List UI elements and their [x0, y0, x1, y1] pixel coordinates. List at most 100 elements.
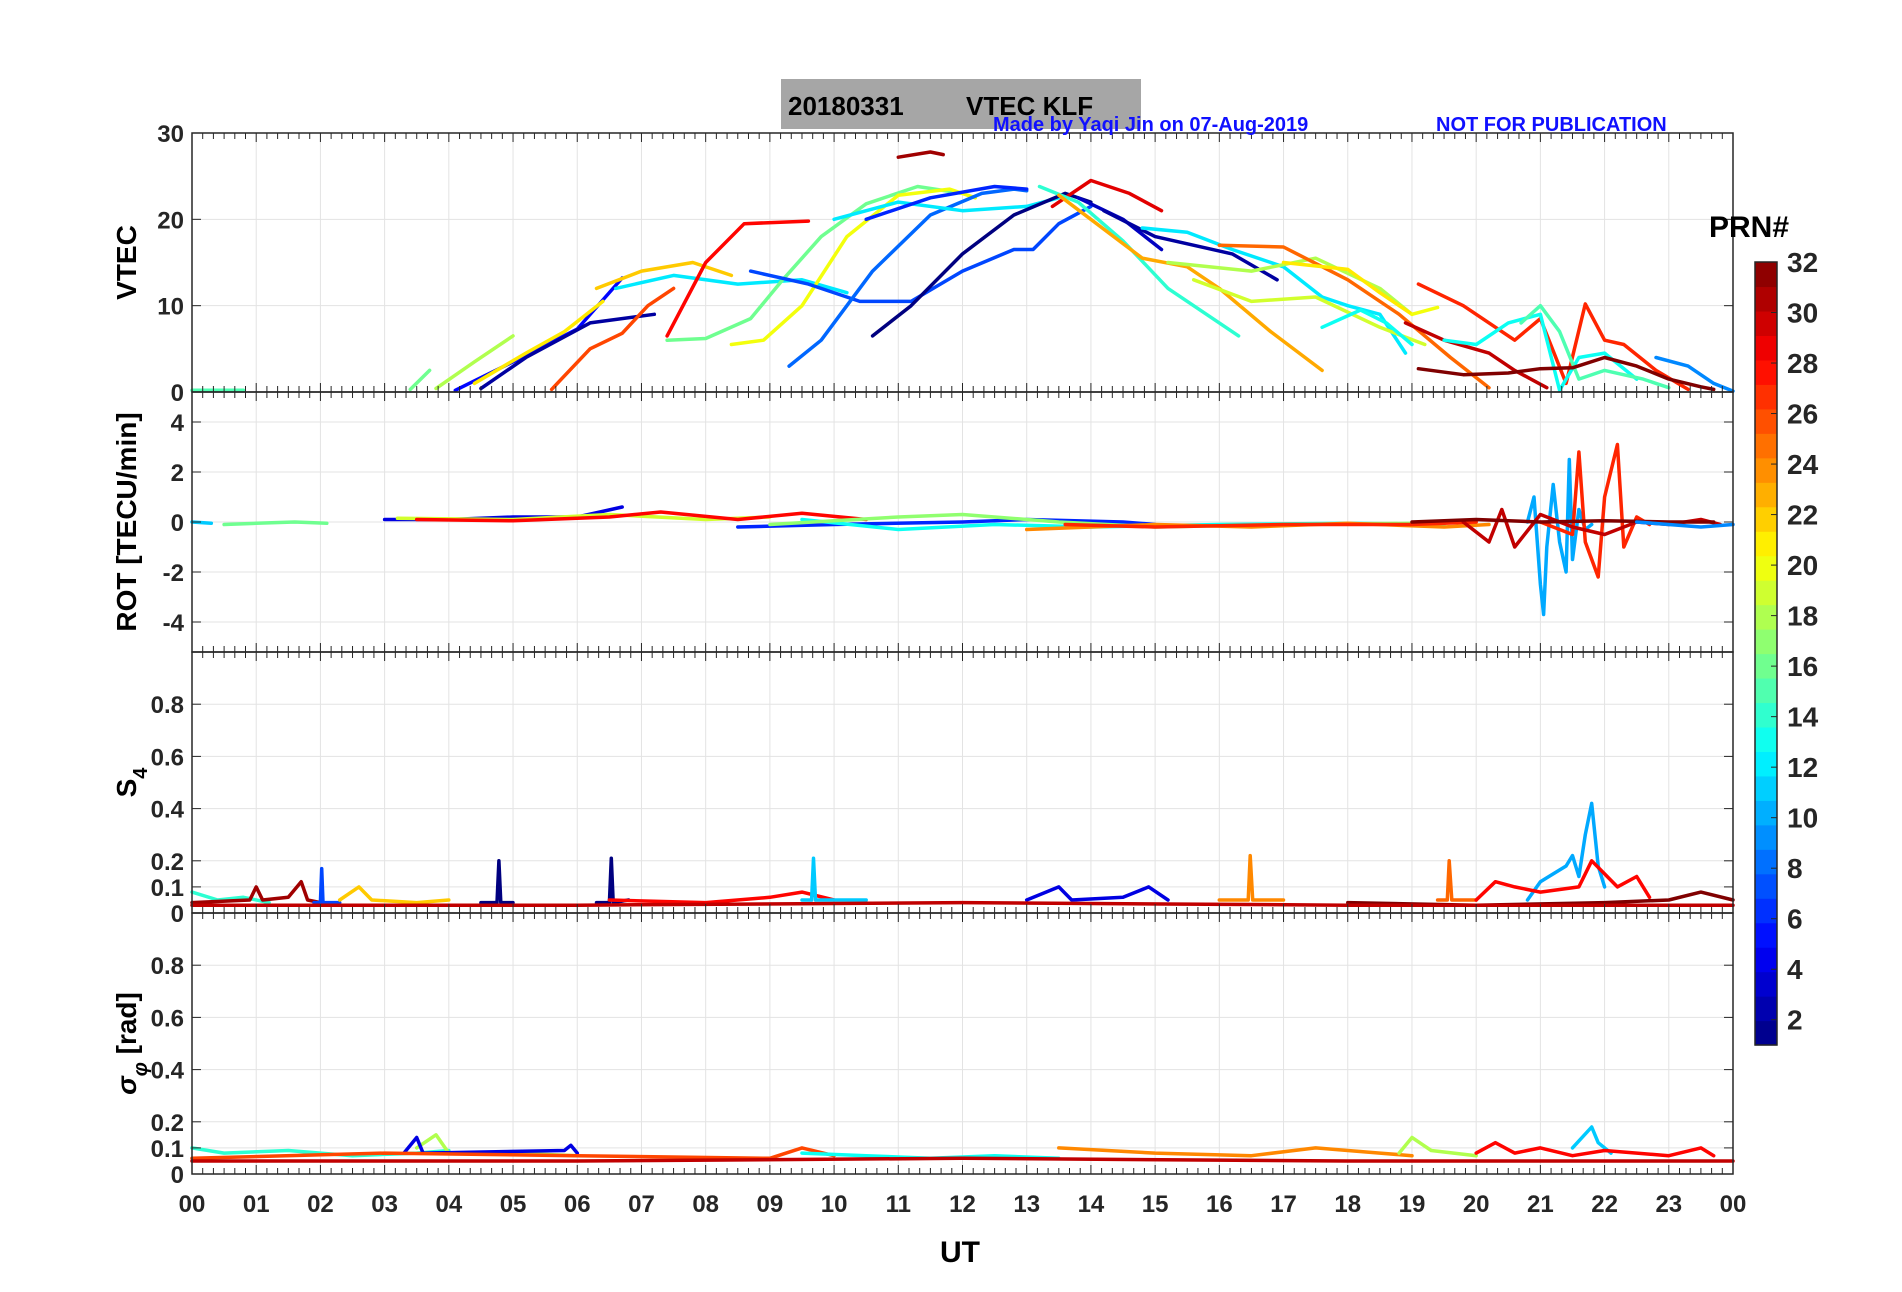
x-tick-label: 04	[435, 1191, 462, 1218]
x-tick-label: 08	[692, 1191, 719, 1218]
series-line-prn-14	[190, 890, 271, 905]
colorbar-segment	[1755, 580, 1777, 606]
colorbar-tick-label: 22	[1787, 500, 1818, 531]
x-tick-label: 19	[1399, 1191, 1426, 1218]
colorbar-segment	[1755, 824, 1777, 850]
series-line-prn-22	[594, 260, 734, 291]
y-axis-label: σφ [rad]	[111, 992, 152, 1095]
colorbar-tick-label: 24	[1787, 449, 1819, 480]
colorbar-segment	[1755, 996, 1777, 1022]
series-line-prn-9	[1634, 520, 1735, 529]
x-tick-label: 05	[500, 1191, 527, 1218]
colorbar-segment	[1755, 873, 1777, 899]
colorbar-segment	[1755, 971, 1777, 997]
y-tick-label: 0.6	[151, 744, 184, 771]
y-tick-label: 0	[171, 901, 184, 928]
series-line-prn-16	[222, 520, 329, 527]
series-line-prn-13	[1442, 312, 1639, 393]
series-line-prn-13	[1320, 308, 1414, 347]
x-tick-label: 16	[1206, 1191, 1233, 1218]
colorbar-segment	[1755, 726, 1777, 752]
series-line-prn-25	[1217, 243, 1491, 390]
x-tick-label: 10	[821, 1191, 848, 1218]
y-tick-label: 0.1	[151, 875, 184, 902]
x-tick-label: 13	[1013, 1191, 1040, 1218]
y-tick-label: 30	[157, 121, 184, 148]
series-line-prn-26	[190, 1146, 836, 1161]
series-line-prn-32	[1416, 355, 1716, 392]
series-line-prn-7	[748, 204, 1093, 304]
x-tick-label: 01	[243, 1191, 270, 1218]
x-tick-label: 06	[564, 1191, 591, 1218]
colorbar-tick-label: 12	[1787, 752, 1818, 783]
y-tick-label: 20	[157, 207, 184, 234]
colorbar-segment	[1755, 506, 1777, 532]
colorbar-segment	[1755, 629, 1777, 655]
colorbar-segment	[1755, 555, 1777, 581]
y-tick-label: 10	[157, 294, 184, 321]
colorbar-segment	[1755, 531, 1777, 557]
series-line-prn-24	[1057, 1146, 1414, 1158]
series-line-prn-31	[190, 879, 323, 905]
colorbar-segment	[1755, 359, 1777, 385]
series-line-prn-31	[896, 150, 945, 159]
colorbar-tick-label: 20	[1787, 550, 1818, 581]
series-line-prn-10	[1525, 801, 1607, 902]
y-tick-label: 0.4	[151, 797, 185, 824]
series-line-prn-26	[549, 286, 676, 392]
colorbar-segment	[1755, 751, 1777, 777]
series-line-prn-28	[665, 219, 811, 338]
series-line-prn-29	[1050, 178, 1164, 213]
series-line-prn-18	[1397, 1135, 1478, 1158]
colorbar-segment	[1755, 408, 1777, 434]
colorbar-segment	[1755, 775, 1777, 801]
series-line-prn-21	[472, 299, 605, 386]
series-line-prn-4	[1024, 885, 1170, 902]
colorbar-segment	[1755, 335, 1777, 361]
colorbar-segment	[1755, 384, 1777, 410]
colorbar-segment	[1755, 286, 1777, 312]
y-tick-label: 0.6	[151, 1005, 184, 1032]
y-tick-label: -2	[163, 560, 184, 587]
series-line-prn-16	[408, 368, 432, 392]
colorbar-tick-label: 32	[1787, 247, 1818, 278]
colorbar-tick-label: 10	[1787, 803, 1818, 834]
colorbar-segment	[1755, 849, 1777, 875]
colorbar-segment	[1755, 702, 1777, 728]
series-line-prn-18	[434, 334, 515, 391]
series-line-prn-18	[1166, 256, 1414, 317]
series-line-prn-2	[1102, 208, 1279, 282]
series-line-prn-4	[402, 1135, 580, 1155]
x-tick-label: 03	[371, 1191, 398, 1218]
colorbar-tick-label: 28	[1787, 348, 1818, 379]
series-line-prn-22	[337, 885, 451, 905]
series-line-prn-11	[800, 856, 868, 902]
series-line-prn-6	[864, 184, 1029, 222]
series-line-prn-11	[1570, 1125, 1613, 1155]
x-tick-label: 20	[1463, 1191, 1490, 1218]
y-tick-label: 0	[171, 510, 184, 537]
y-tick-label: 0.2	[151, 849, 184, 876]
colorbar-tick-label: 14	[1787, 702, 1819, 733]
series-line-prn-1	[479, 859, 515, 905]
series-line-prn-12	[1140, 226, 1408, 355]
colorbar-tick-label: 6	[1787, 904, 1803, 935]
title-date: 20180331	[788, 91, 904, 121]
x-tick-label: 21	[1527, 1191, 1554, 1218]
y-tick-label: 0	[171, 1162, 184, 1189]
colorbar-tick-label: 2	[1787, 1005, 1803, 1036]
colorbar-tick-label: 30	[1787, 298, 1818, 329]
panel-sigma_phi: 00.10.2 0.4 0.6 0.8 σφ [rad]	[111, 912, 1735, 1189]
y-tick-label: 2	[171, 460, 184, 487]
series-line-prn-16	[665, 184, 965, 342]
x-tick-label: 00	[179, 1191, 206, 1218]
series-line-prn-24	[1217, 853, 1286, 902]
y-tick-label: -4	[163, 610, 185, 637]
colorbar-segment	[1755, 653, 1777, 679]
x-tick-label: 02	[307, 1191, 334, 1218]
series-line-prn-10	[1525, 457, 1594, 617]
series-line-prn-30	[190, 1156, 1735, 1163]
series-line-prn-28	[1474, 1140, 1716, 1158]
